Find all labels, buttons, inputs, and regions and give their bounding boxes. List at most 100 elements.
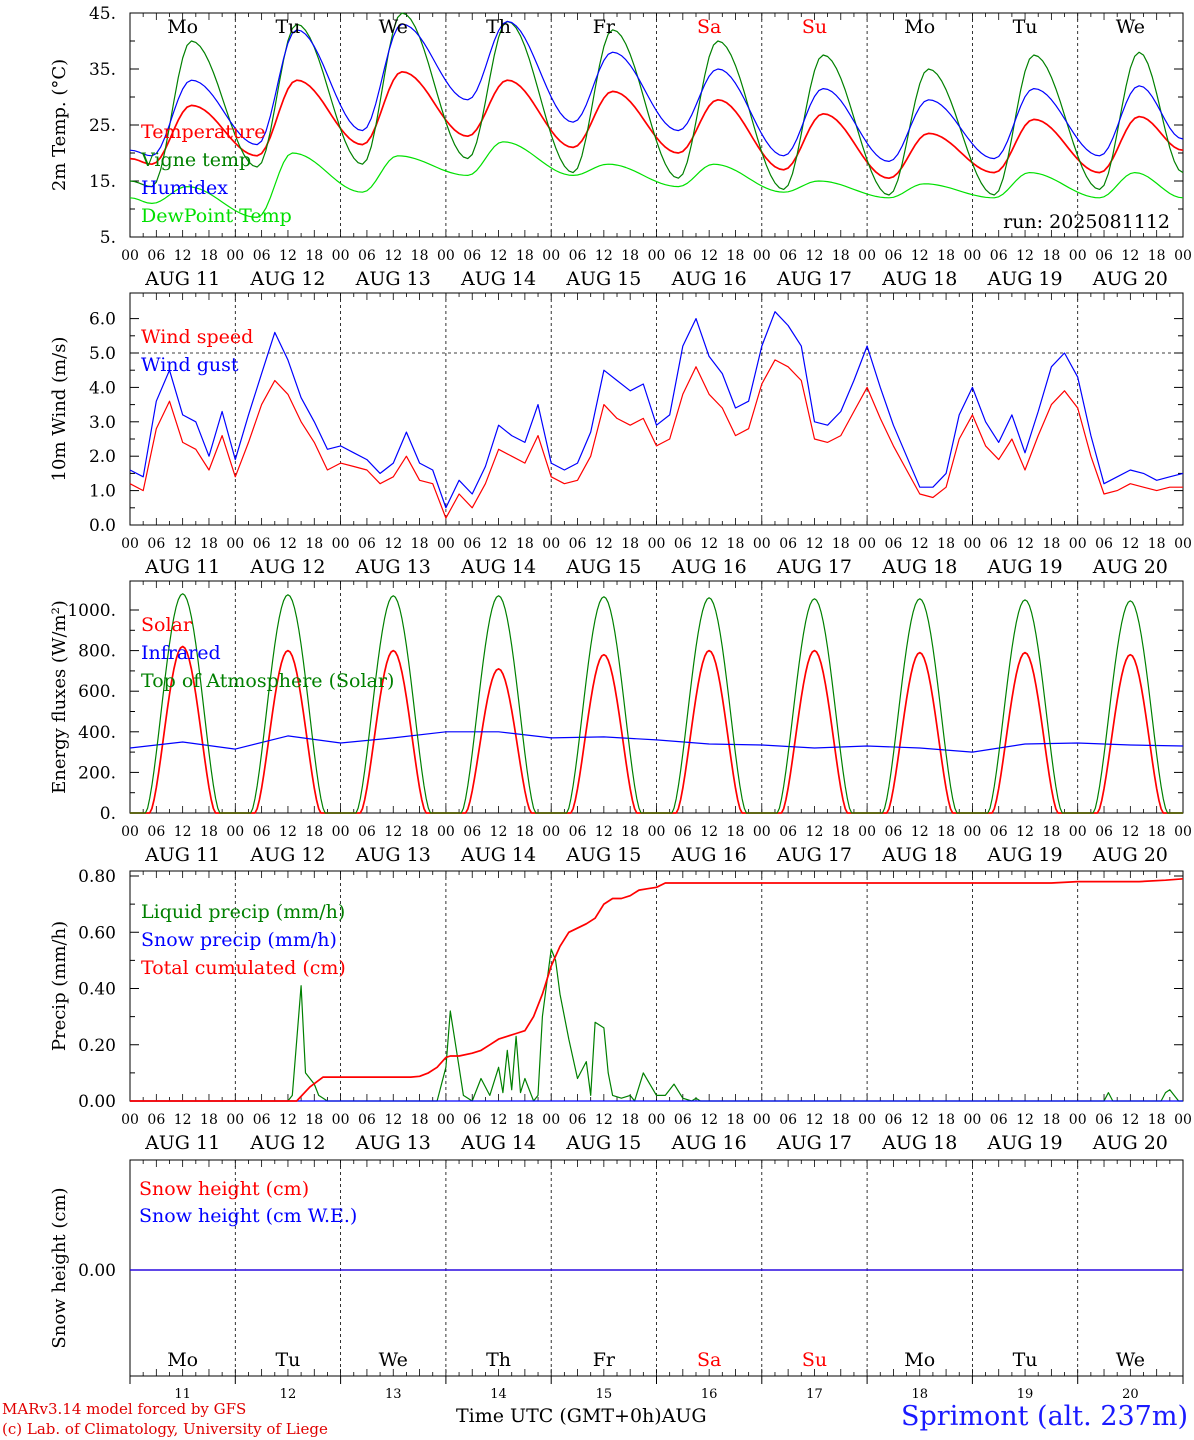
hour-tick-label: 06 [253, 1112, 271, 1128]
legend-vigne-temp: Vigne temp [140, 149, 251, 171]
hour-tick-label: 00 [1069, 248, 1087, 264]
date-label: AUG 19 [986, 556, 1062, 578]
y-tick-label: 0.0 [89, 516, 116, 536]
date-label: AUG 11 [144, 556, 220, 578]
hour-tick-label: 12 [911, 248, 929, 264]
day-number-label: 14 [490, 1387, 507, 1402]
hour-tick-label: 18 [200, 536, 218, 552]
hour-tick-label: 06 [674, 536, 692, 552]
hour-tick-label: 00 [437, 1112, 455, 1128]
hour-tick-label: 06 [779, 1112, 797, 1128]
date-label: AUG 15 [565, 556, 641, 578]
hour-tick-label: 00 [858, 824, 876, 840]
hour-tick-label: 12 [1121, 536, 1139, 552]
hour-tick-label: 18 [1148, 1112, 1166, 1128]
hour-tick-label: 06 [779, 824, 797, 840]
hour-tick-label: 06 [990, 1112, 1008, 1128]
date-label: AUG 12 [249, 556, 325, 578]
hour-tick-label: 00 [1069, 1112, 1087, 1128]
hour-tick-label: 06 [885, 1112, 903, 1128]
date-label: AUG 18 [881, 844, 957, 866]
model-credit: MARv3.14 model forced by GFS [2, 1400, 247, 1418]
month-label: AUG [661, 1405, 707, 1427]
hour-tick-label: 00 [121, 1112, 139, 1128]
hour-tick-label: 06 [147, 248, 165, 264]
hour-tick-label: 06 [147, 1112, 165, 1128]
hour-tick-label: 06 [463, 248, 481, 264]
hour-tick-label: 12 [1016, 536, 1034, 552]
hour-tick-label: 12 [1016, 824, 1034, 840]
hour-tick-label: 06 [253, 248, 271, 264]
hour-tick-label: 00 [963, 824, 981, 840]
hour-tick-label: 00 [121, 824, 139, 840]
hour-tick-label: 00 [542, 824, 560, 840]
panel-temp: 5. 15. 25. 35. 45. 2m Temp. (°C) 00 06 12 18 00 06 1… [49, 4, 1192, 290]
hour-tick-label: 00 [332, 248, 350, 264]
hour-tick-label: 00 [121, 536, 139, 552]
hour-tick-label: 00 [753, 536, 771, 552]
hour-tick-label: 06 [885, 248, 903, 264]
hour-tick-label: 06 [674, 1112, 692, 1128]
hour-tick-label: 12 [700, 1112, 718, 1128]
hour-tick-label: 18 [411, 824, 429, 840]
hour-tick-label: 12 [174, 248, 192, 264]
hour-tick-label: 00 [437, 536, 455, 552]
hour-tick-label: 00 [753, 824, 771, 840]
hour-tick-label: 18 [621, 248, 639, 264]
legend-top-of-atmosphere-solar: Top of Atmosphere (Solar) [141, 670, 394, 692]
y-tick-label: 0.40 [78, 980, 116, 1000]
panel-energy: 0. 200. 400. 600. 800. 1000.Energy fluxes (W/… [49, 580, 1192, 866]
date-label: AUG 18 [881, 556, 957, 578]
hour-tick-label: 00 [437, 824, 455, 840]
series-dewpoint-temp [129, 141, 1184, 218]
hour-tick-label: 12 [174, 824, 192, 840]
hour-tick-label: 00 [226, 248, 244, 264]
hour-tick-label: 00 [858, 1112, 876, 1128]
legend-humidex: Humidex [141, 177, 228, 199]
date-label: AUG 15 [565, 268, 641, 290]
hour-tick-label: 00 [1174, 536, 1192, 552]
y-tick-label: 45. [89, 4, 116, 24]
day-number-label: 13 [385, 1387, 402, 1402]
hour-tick-label: 00 [542, 536, 560, 552]
hour-tick-label: 00 [753, 1112, 771, 1128]
date-label: AUG 13 [355, 556, 431, 578]
date-label: AUG 16 [671, 268, 747, 290]
hour-tick-label: 12 [595, 536, 613, 552]
date-label: AUG 17 [776, 844, 852, 866]
y-axis-label: Energy fluxes (W/m²) [49, 600, 70, 794]
hour-tick-label: 00 [437, 248, 455, 264]
y-tick-label: 400. [78, 723, 116, 743]
hour-tick-label: 00 [226, 536, 244, 552]
weekday-label: Th [486, 1349, 511, 1371]
date-label: AUG 17 [776, 556, 852, 578]
date-label: AUG 15 [565, 844, 641, 866]
hour-tick-label: 00 [648, 1112, 666, 1128]
y-tick-label: 6.0 [89, 310, 116, 330]
series-top-of-atmosphere-solar [130, 593, 1183, 814]
x-axis-title: Time UTC (GMT+0h)AUG [456, 1405, 707, 1427]
hour-tick-label: 06 [253, 536, 271, 552]
hour-tick-label: 12 [595, 1112, 613, 1128]
hour-tick-label: 00 [542, 1112, 560, 1128]
y-tick-label: 1000. [67, 601, 116, 621]
date-label: AUG 20 [1092, 844, 1168, 866]
legend-wind-speed: Wind speed [141, 326, 253, 348]
hour-tick-label: 00 [1174, 824, 1192, 840]
hour-tick-label: 00 [1174, 1112, 1192, 1128]
legend-snow-height-cm-w-e: Snow height (cm W.E.) [139, 1205, 357, 1227]
hour-tick-label: 06 [990, 536, 1008, 552]
hour-tick-label: 12 [700, 536, 718, 552]
date-label: AUG 14 [460, 1132, 536, 1154]
x-axis-title-text: Time UTC (GMT+0h) [456, 1405, 662, 1427]
y-tick-label: 600. [78, 682, 116, 702]
hour-tick-label: 00 [1069, 536, 1087, 552]
hour-tick-label: 18 [1148, 824, 1166, 840]
hour-tick-label: 06 [358, 248, 376, 264]
hour-tick-label: 18 [832, 824, 850, 840]
hour-tick-label: 12 [279, 536, 297, 552]
weekday-label: Tu [1013, 1349, 1038, 1371]
hour-tick-label: 18 [937, 824, 955, 840]
hour-tick-label: 06 [779, 248, 797, 264]
hour-tick-label: 18 [305, 248, 323, 264]
